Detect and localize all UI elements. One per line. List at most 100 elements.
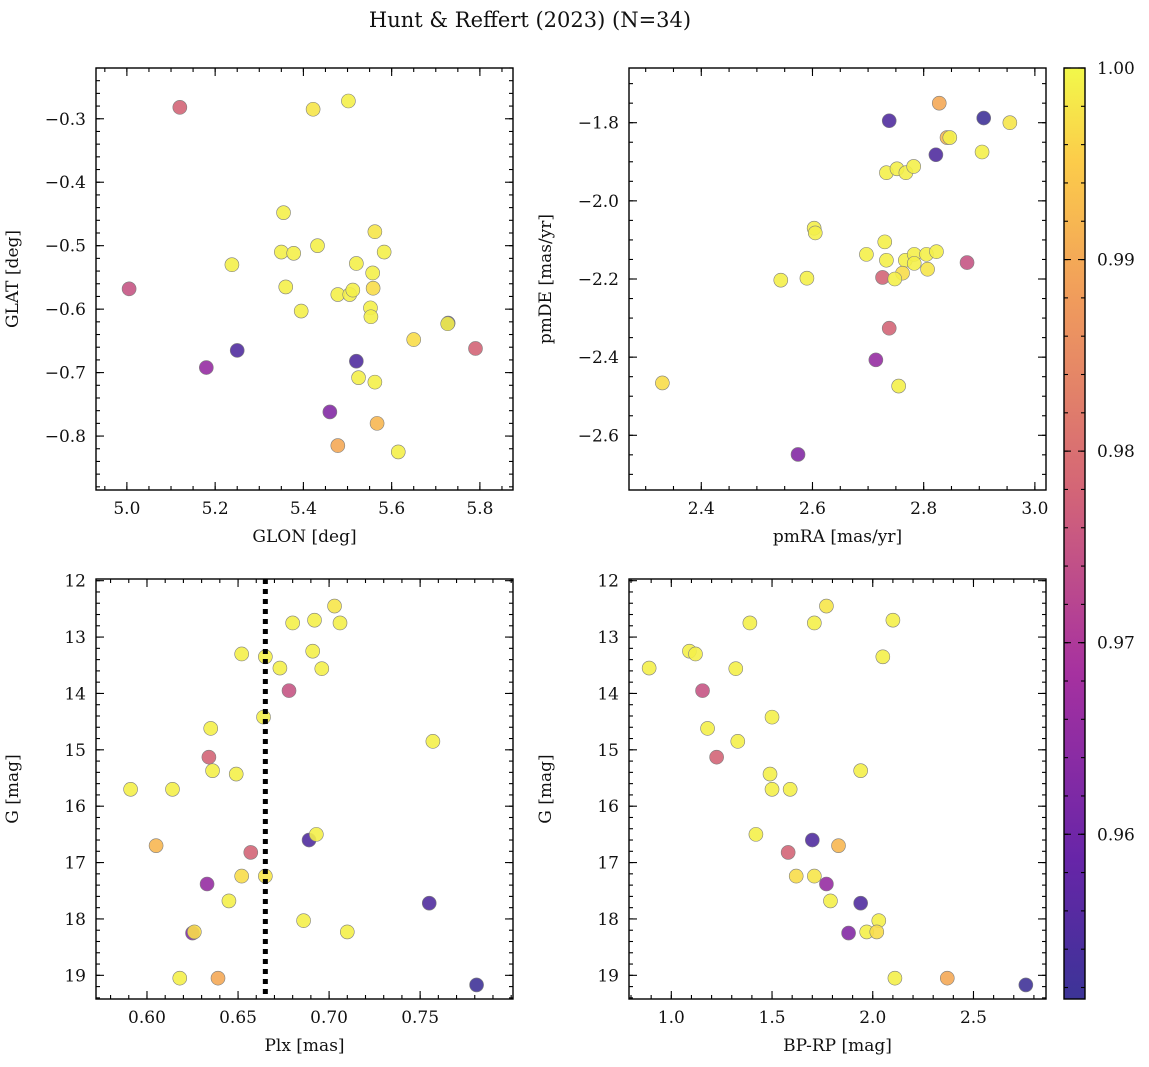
y-tick-label: 17	[64, 854, 86, 874]
plot-frame	[628, 67, 1047, 491]
x-tick-label: 2.6	[799, 499, 826, 519]
data-point	[281, 683, 297, 698]
data-point	[390, 444, 406, 460]
data-point	[885, 612, 901, 628]
x-axis-label: pmRA [mas/yr]	[773, 527, 902, 547]
data-point	[201, 749, 217, 765]
y-tick-label: 15	[597, 741, 619, 761]
data-point	[974, 144, 990, 160]
data-point	[887, 970, 903, 986]
y-tick-label: −1.8	[578, 114, 619, 134]
minor-ticks	[629, 579, 1046, 999]
data-point	[203, 721, 219, 736]
data-point	[742, 615, 758, 631]
data-point	[243, 845, 259, 860]
data-point	[229, 343, 245, 358]
plot-frame	[95, 578, 514, 1000]
y-axis-label: GLAT [deg]	[3, 230, 23, 328]
data-point	[942, 130, 958, 145]
y-tick-label: −2.0	[578, 192, 619, 212]
data-point	[748, 827, 764, 842]
data-point	[425, 734, 441, 749]
y-tick-label: −2.6	[578, 426, 619, 446]
x-tick-label: 5.0	[113, 499, 140, 519]
data-point	[293, 303, 309, 319]
data-point	[879, 252, 894, 268]
data-point	[881, 113, 897, 129]
data-point	[205, 763, 220, 778]
x-axis-label: BP-RP [mag]	[783, 1036, 892, 1056]
data-point	[341, 93, 356, 109]
data-point	[928, 147, 944, 163]
colorbar-gradient	[1064, 68, 1085, 999]
colorbar-tick-label: 0.98	[1097, 442, 1135, 462]
panel-pmra-pmde: 2.4 2.6 2.8 3.0 −1.8 −2.0 −2.2 −2.4 −2.6 pmRA [ma…	[536, 67, 1048, 547]
data-point	[868, 352, 884, 368]
plot-frame	[628, 578, 1047, 1000]
y-tick-label: 14	[597, 684, 619, 704]
y-tick-label: −0.5	[45, 237, 86, 257]
y-tick-label: −2.4	[578, 348, 619, 368]
data-point	[224, 257, 240, 273]
colorbar: 0.96 0.97 0.98 0.99 1.00	[1063, 59, 1135, 1000]
data-point	[309, 827, 324, 842]
data-point	[881, 320, 897, 336]
data-point	[859, 247, 874, 262]
data-point	[805, 832, 820, 848]
data-point	[468, 341, 483, 356]
data-point	[875, 649, 891, 665]
data-point	[887, 271, 903, 287]
data-point	[762, 766, 778, 782]
x-tick-label: 0.65	[219, 1008, 257, 1028]
x-tick-label: 0.70	[310, 1008, 348, 1028]
data-point	[363, 309, 379, 325]
data-point	[807, 225, 823, 241]
points	[641, 598, 1034, 993]
data-point	[123, 781, 138, 797]
data-point	[367, 224, 383, 240]
y-tick-label: 19	[64, 966, 86, 986]
data-point	[221, 893, 237, 909]
x-tick-label: 3.0	[1021, 499, 1048, 519]
x-axis-label: Plx [mas]	[264, 1036, 344, 1056]
data-point	[931, 95, 947, 111]
points	[121, 93, 483, 460]
y-tick-label: −0.8	[45, 427, 86, 447]
data-point	[349, 353, 364, 369]
panel-bprp-g: 1.0 1.5 2.0 2.5 12 13 14 15 16 17 18 19 BP-RP [mag] G…	[536, 572, 1047, 1056]
y-tick-label: 18	[64, 910, 86, 930]
data-point	[906, 256, 922, 271]
data-point	[788, 868, 804, 884]
y-axis-label: G [mag]	[536, 754, 556, 823]
colorbar-tick-label: 0.97	[1097, 634, 1135, 654]
y-tick-label: 16	[597, 797, 619, 817]
data-point	[349, 256, 364, 271]
data-point	[799, 270, 815, 286]
data-point	[285, 615, 300, 631]
y-tick-label: 14	[64, 684, 86, 704]
points	[655, 95, 1018, 462]
data-point	[421, 895, 437, 911]
x-tick-label: 5.4	[290, 499, 317, 519]
data-point	[939, 970, 955, 986]
y-tick-label: −2.2	[578, 270, 619, 290]
data-point	[314, 661, 330, 676]
panel-glon-glat: 5.0 5.2 5.4 5.6 5.8 −0.3 −0.4 −0.5 −0.6 −0.7 −0.8 G…	[3, 67, 514, 547]
data-point	[165, 781, 180, 797]
data-point	[469, 977, 484, 993]
data-point	[234, 868, 249, 884]
data-point	[367, 374, 383, 390]
plot-frame	[95, 67, 514, 491]
data-point	[695, 683, 710, 698]
data-point	[296, 913, 311, 928]
data-point	[906, 159, 921, 174]
colorbar-frame	[1063, 67, 1086, 1000]
data-point	[369, 416, 385, 431]
data-point	[365, 280, 381, 296]
data-point	[728, 661, 744, 676]
data-point	[807, 868, 822, 884]
data-point	[655, 375, 670, 391]
data-point	[831, 838, 846, 853]
x-tick-label: 2.0	[859, 1008, 886, 1028]
data-point	[276, 205, 291, 220]
